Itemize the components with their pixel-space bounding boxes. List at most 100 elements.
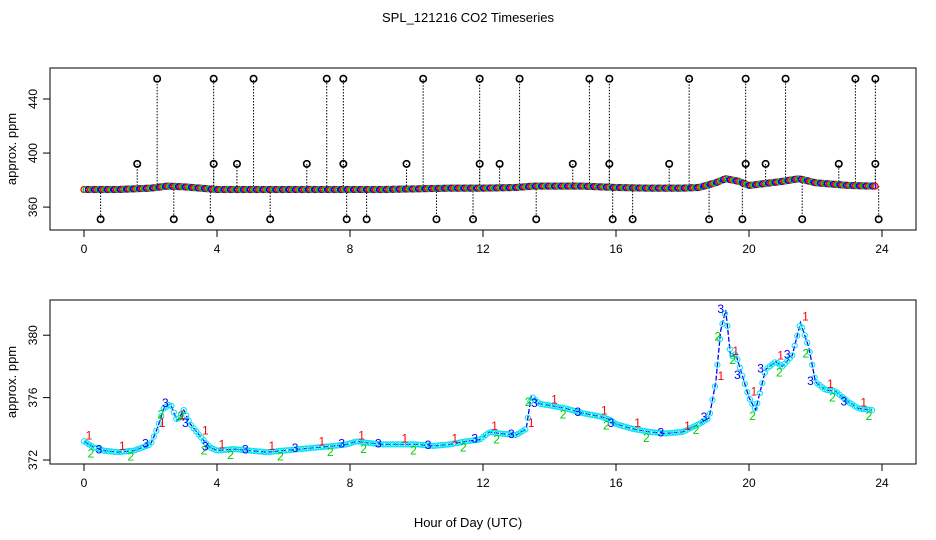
co2-series-marker-2: 2 [227,448,234,462]
co2-point [746,396,753,403]
co2-series-marker-3: 3 [608,416,615,430]
co2-series-marker-2: 2 [177,409,184,423]
co2-series-marker-1: 1 [634,416,641,430]
co2-series-marker-2: 2 [88,447,95,461]
co2-point [754,400,761,407]
co2-series-marker-1: 1 [269,439,276,453]
co2-point [871,182,879,190]
bottom-x-tick-label: 16 [609,476,623,490]
top-y-axis-label: approx. ppm [4,113,19,185]
co2-series-marker-2: 2 [603,418,610,432]
co2-point [771,359,778,366]
co2-series-marker-2: 2 [460,440,467,454]
top-x-tick-label: 8 [347,242,354,256]
top-y-axis: 360 400 440 [26,89,51,217]
co2-point [866,406,873,413]
co2-series-marker-3: 3 [425,438,432,452]
co2-point [794,332,801,339]
co2-point [804,339,811,346]
bottom-y-axis-label: approx. ppm [4,346,19,418]
co2-point [158,413,165,420]
outlier-point-mid [495,159,504,168]
co2-point [867,182,875,190]
bottom-y-tick-label: 380 [26,325,40,345]
co2-series-marker-1: 1 [860,396,867,410]
outlier-point-low [874,215,883,224]
co2-series-marker-1: 1 [219,438,226,452]
co2-point [868,406,876,414]
outlier-point-high [781,74,790,83]
co2-point [168,402,175,410]
co2-point [714,361,721,368]
co2-series-marker-1: 1 [202,424,209,438]
co2-point [180,406,187,414]
co2-point [173,415,180,422]
co2-series-marker-1: 1 [86,428,93,442]
outlier-point-mid [871,159,880,168]
outlier-point-mid [741,159,750,168]
co2-point [719,320,726,327]
co2-point [170,409,177,416]
co2-series-marker-3: 3 [701,410,708,424]
co2-series-marker-3: 3 [338,436,345,450]
bottom-y-axis: 372 376 380 [26,325,51,470]
outlier-point-mid [232,159,241,168]
co2-series-marker-1: 1 [451,431,458,445]
co2-series-marker-1: 1 [491,419,498,433]
shared-x-axis-label: Hour of Day (UTC) [414,515,522,530]
outlier-point-mid [209,159,218,168]
outlier-point-low [705,215,714,224]
outlier-point-high [851,74,860,83]
top-x-tick-label: 16 [609,242,623,256]
co2-series-marker-1: 1 [179,408,186,422]
outlier-point-high [605,74,614,83]
co2-series-marker-3: 3 [840,394,847,408]
co2-point [744,389,751,396]
outlier-point-low [169,215,178,224]
co2-series-marker-3: 3 [471,432,478,446]
outlier-point-low [608,215,617,224]
outlier-point-low [738,215,747,224]
co2-series-marker-1: 1 [684,419,691,433]
co2-point [721,310,728,317]
co2-series-marker-1: 1 [777,349,784,363]
outlier-point-high [153,74,162,83]
outlier-point-mid [834,159,843,168]
figure-title: SPL_121216 CO2 Timeseries [382,10,554,25]
top-x-tick-label: 0 [81,242,88,256]
co2-series-marker-1: 1 [732,344,739,358]
co2-point [153,427,160,434]
outlier-point-high [685,74,694,83]
co2-series-marker-2: 2 [829,390,836,404]
outlier-point-mid [402,159,411,168]
co2-point [711,383,719,390]
co2-series-marker-1: 1 [318,435,325,449]
outlier-point-high [209,74,218,83]
co2-series-marker-1: 1 [751,385,758,399]
co2-point [761,369,768,376]
co2-point [724,322,731,329]
outlier-point-mid [133,159,142,168]
co2-series-marker-2: 2 [360,442,367,456]
outlier-point-low [469,215,478,224]
outlier-point-low [532,215,541,224]
co2-series-marker-2: 2 [277,450,284,464]
outlier-point-low [206,215,215,224]
top-x-tick-label: 12 [476,242,490,256]
outlier-point-high [741,74,750,83]
outlier-point-high [249,74,258,83]
outlier-point-high [585,74,594,83]
co2-series-marker-1: 1 [528,416,535,430]
outlier-point-mid [665,159,674,168]
co2-point [791,342,798,349]
bottom-x-axis: 0 4 8 12 16 20 24 [81,463,889,490]
co2-point [716,336,724,343]
top-y-tick-label: 440 [26,89,40,109]
bottom-x-tick-label: 12 [476,476,490,490]
co2-point [739,372,746,379]
co2-series-marker-3: 3 [717,302,724,316]
co2-series-marker-1: 1 [358,428,365,442]
top-panel: 0 4 8 12 16 20 24 360 400 440 approx. ppm [4,67,917,256]
outlier-point-high [339,74,348,83]
